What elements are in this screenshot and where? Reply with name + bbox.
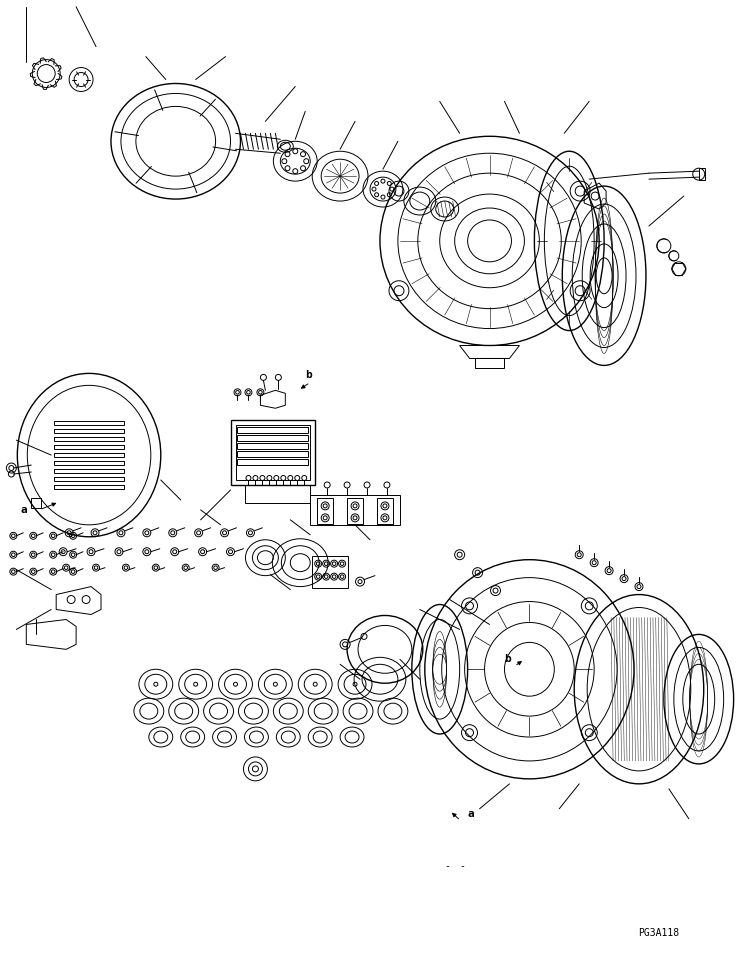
Bar xyxy=(347,498,363,524)
Text: a: a xyxy=(468,809,475,818)
Bar xyxy=(230,421,315,485)
Text: b: b xyxy=(505,654,511,664)
Bar xyxy=(31,498,41,508)
Bar xyxy=(312,555,348,588)
Text: a: a xyxy=(21,505,28,515)
Bar xyxy=(238,444,308,449)
Bar xyxy=(238,427,308,433)
Bar xyxy=(238,459,308,465)
Bar xyxy=(310,495,400,525)
Bar xyxy=(317,498,333,524)
Bar xyxy=(238,435,308,441)
Bar xyxy=(238,451,308,457)
Bar xyxy=(246,485,310,503)
Text: -: - xyxy=(460,861,466,872)
Bar xyxy=(235,425,310,480)
Bar xyxy=(377,498,393,524)
Text: b: b xyxy=(306,370,312,380)
Text: -: - xyxy=(445,861,451,872)
Text: PG3A118: PG3A118 xyxy=(638,928,679,938)
